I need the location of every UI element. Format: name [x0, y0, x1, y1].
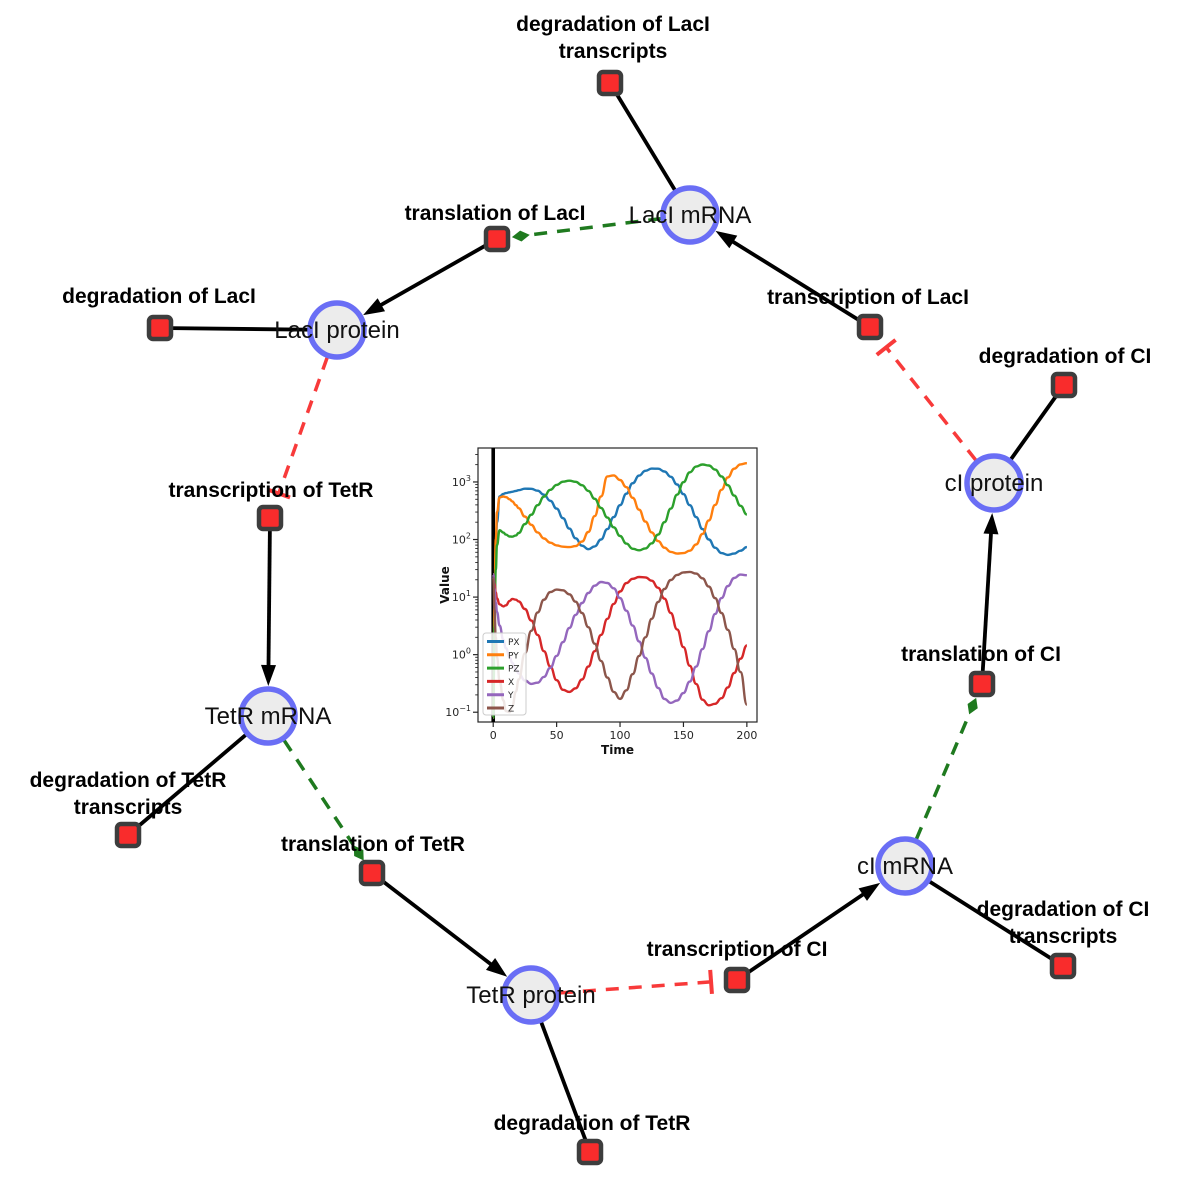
activation-diamond-icon	[353, 845, 364, 861]
x-tick-label: 100	[610, 729, 631, 742]
reaction-node-deg-laci	[146, 314, 174, 342]
inhibition-tee-icon	[708, 969, 714, 995]
legend-label-pz: PZ	[508, 665, 520, 675]
reaction-label-transcription-tetr: transcription of TetR	[169, 479, 374, 502]
species-node-laci-mrna	[660, 185, 720, 245]
activation-diamond-icon	[967, 697, 978, 715]
activation-diamond-icon	[511, 230, 530, 242]
nodes-layer	[114, 69, 1078, 1166]
oscillation-chart-inset: 0 50 100 150 200 103 102 101 100 10−1 Time Value PX P…	[437, 437, 782, 772]
edge-inhibition-ci-protein-transcription-laci	[884, 346, 978, 462]
arrowhead-icon	[261, 664, 277, 687]
reaction-label-deg-tetr: degradation of TetR	[494, 1112, 691, 1135]
edge-arrow-transcription-ci-ci-mrna	[746, 889, 870, 975]
edge-plain-ci-mrna-deg-ci-tx	[903, 864, 1065, 968]
reaction-label-translation-ci: translation of CI	[901, 643, 1061, 666]
species-node-ci-protein	[964, 453, 1024, 513]
reaction-label-deg-laci-tx: transcripts	[559, 40, 668, 63]
reaction-node-deg-tetr-tx	[114, 821, 142, 849]
edge-activation-tetr-mrna-translation-tetr	[282, 739, 355, 846]
reaction-node-translation-tetr	[358, 859, 386, 887]
inhibition-tee-icon	[266, 487, 291, 500]
reaction-label-deg-tetr-tx: degradation of TetR	[30, 769, 227, 792]
edge-arrow-transcription-laci-laci-mrna	[726, 236, 860, 322]
species-node-ci-mrna	[875, 836, 935, 896]
reaction-node-transcription-laci	[856, 313, 884, 341]
legend-label-py: PY	[508, 651, 519, 661]
legend-label-z: Z	[508, 705, 514, 715]
x-tick-label: 200	[736, 729, 757, 742]
x-axis-label: Time	[601, 743, 634, 757]
edge-arrow-translation-laci-laci-protein	[374, 243, 487, 310]
reaction-node-deg-ci-tx	[1049, 952, 1077, 980]
y-tick-label: 102	[452, 532, 471, 547]
y-tick-label: 10−1	[445, 704, 471, 719]
reaction-label-deg-laci: degradation of LacI	[62, 285, 256, 308]
edge-activation-ci-mrna-translation-ci	[914, 714, 971, 840]
series-line-pz	[492, 463, 748, 719]
reaction-label-transcription-laci: transcription of LacI	[767, 286, 969, 309]
reaction-label-deg-ci-tx: degradation of CI	[977, 898, 1150, 921]
reaction-label-transcription-ci: transcription of CI	[647, 938, 828, 961]
series-layer	[491, 448, 749, 722]
edge-arrow-transcription-tetr-tetr-mrna	[266, 530, 272, 673]
edge-arrow-translation-ci-ci-protein	[980, 526, 994, 672]
reaction-label-deg-laci-tx: degradation of LacI	[516, 13, 710, 36]
series-line-py	[492, 462, 747, 719]
legend-label-x: X	[508, 678, 514, 688]
arrowhead-icon	[983, 512, 999, 535]
chart-root: 0 50 100 150 200 103 102 101 100 10−1 Time Value PX P…	[438, 447, 758, 757]
arrowhead-icon	[485, 958, 508, 977]
reaction-node-translation-ci	[968, 670, 996, 698]
reaction-label-deg-ci: degradation of CI	[979, 345, 1152, 368]
legend-label-y: Y	[507, 691, 514, 701]
edge-plain-tetr-mrna-deg-tetr-tx	[126, 714, 270, 837]
series-line-px	[492, 467, 748, 719]
reaction-node-deg-tetr	[576, 1138, 604, 1166]
legend-label-px: PX	[508, 638, 520, 648]
x-tick-label: 150	[673, 729, 694, 742]
edge-arrow-translation-tetr-tetr-protein	[381, 879, 498, 970]
reaction-node-deg-ci	[1050, 371, 1078, 399]
y-tick-label: 103	[452, 474, 471, 489]
series-line-x	[492, 573, 748, 707]
y-axis-label: Value	[438, 566, 452, 604]
edge-inhibition-laci-protein-transcription-tetr	[277, 356, 329, 495]
species-node-tetr-mrna	[238, 686, 298, 746]
reaction-label-translation-laci: translation of LacI	[405, 202, 586, 225]
y-tick-label: 100	[452, 647, 471, 662]
inhibition-tee-icon	[875, 338, 897, 357]
x-tick-label: 50	[550, 729, 564, 742]
series-line-y	[492, 573, 747, 705]
reaction-node-translation-laci	[483, 225, 511, 253]
reaction-node-transcription-ci	[723, 966, 751, 994]
axes-frame	[477, 447, 758, 723]
species-node-tetr-protein	[501, 965, 561, 1025]
arrowhead-icon	[715, 230, 738, 249]
arrowhead-icon	[363, 298, 386, 316]
edge-inhibition-tetr-protein-transcription-ci	[559, 980, 712, 995]
species-label-ci-mrna: cI mRNA	[857, 853, 953, 880]
y-tick-label: 101	[452, 589, 471, 604]
arrowhead-icon	[858, 882, 881, 901]
species-node-laci-protein	[307, 300, 367, 360]
species-label-tetr-mrna: TetR mRNA	[205, 703, 332, 730]
species-label-ci-protein: cI protein	[945, 470, 1044, 497]
series-line-z	[492, 570, 749, 714]
species-label-tetr-protein: TetR protein	[466, 982, 595, 1009]
labels-layer: degradation of LacI transcripts translatio…	[30, 13, 1152, 1135]
reaction-node-transcription-tetr	[256, 504, 284, 532]
reaction-label-deg-ci-tx: transcripts	[1009, 925, 1118, 948]
species-label-laci-mrna: LacI mRNA	[629, 202, 752, 229]
reaction-node-deg-laci-tx	[596, 69, 624, 97]
species-label-laci-protein: LacI protein	[274, 317, 399, 344]
x-tick-label: 0	[490, 729, 497, 742]
reaction-label-translation-tetr: translation of TetR	[281, 833, 465, 856]
oscillation-chart: 0 50 100 150 200 103 102 101 100 10−1 Time Value PX P…	[438, 447, 758, 757]
reaction-label-deg-tetr-tx: transcripts	[74, 796, 183, 819]
